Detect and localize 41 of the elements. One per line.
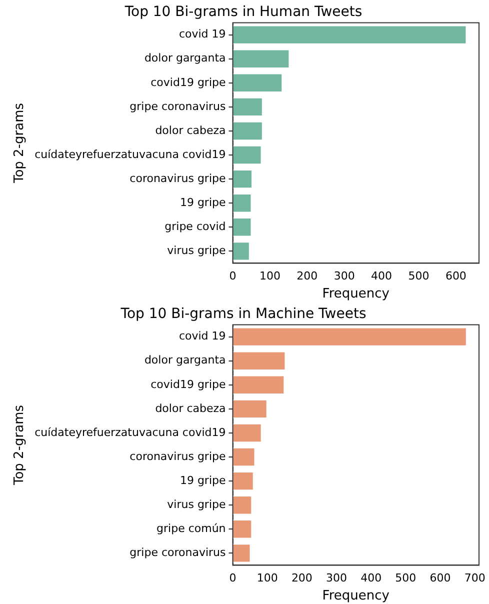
y-tick-label: gripe coronavirus xyxy=(130,546,226,560)
y-tick-label: virus gripe xyxy=(167,498,226,511)
x-tick-label: 0 xyxy=(229,270,236,283)
x-tick-label: 500 xyxy=(408,270,430,283)
x-tick-label: 300 xyxy=(334,270,355,283)
x-tick-label: 500 xyxy=(395,572,416,585)
x-tick-label: 200 xyxy=(291,572,312,585)
y-tick-label: cuídateyrefuerzatuvacuna covid19 xyxy=(34,426,226,439)
y-tick-label: dolor garganta xyxy=(144,354,226,367)
y-tick-label: covid19 gripe xyxy=(150,76,226,89)
y-tick-label: covid 19 xyxy=(178,28,226,41)
x-axis-title: Frequency xyxy=(322,588,390,604)
y-tick-label: gripe coronavirus xyxy=(130,100,226,113)
y-axis-title: Top 2-grams xyxy=(12,102,28,184)
y-tick-label: 19 gripe xyxy=(180,474,226,487)
y-tick-label: coronavirus gripe xyxy=(130,172,226,185)
x-tick-label: 100 xyxy=(259,270,280,283)
x-tick-label: 600 xyxy=(445,270,466,283)
y-tick-label: covid19 gripe xyxy=(150,378,226,391)
chart-title: Top 10 Bi-grams in Machine Tweets xyxy=(120,306,366,322)
y-tick-label: gripe covid xyxy=(164,220,226,233)
x-tick-label: 600 xyxy=(430,572,451,585)
y-tick-label: cuídateyrefuerzatuvacuna covid19 xyxy=(34,148,226,161)
x-tick-label: 0 xyxy=(229,572,236,585)
y-tick-label: dolor cabeza xyxy=(155,124,226,137)
x-tick-label: 100 xyxy=(256,572,278,585)
x-tick-label: 700 xyxy=(464,572,486,585)
x-tick-label: 300 xyxy=(326,572,348,585)
y-tick-label: virus gripe xyxy=(167,244,226,258)
y-tick-label: dolor garganta xyxy=(144,52,226,65)
y-tick-label: coronavirus gripe xyxy=(130,450,226,463)
x-tick-label: 200 xyxy=(296,270,318,283)
y-axis-title: Top 2-grams xyxy=(12,404,28,486)
y-tick-label: covid 19 xyxy=(178,330,226,343)
x-tick-label: 400 xyxy=(371,270,392,283)
x-tick-label: 400 xyxy=(360,572,382,585)
x-axis-title: Frequency xyxy=(322,286,390,302)
y-tick-label: dolor cabeza xyxy=(155,402,226,415)
y-tick-label: 19 gripe xyxy=(180,196,226,209)
chart-title: Top 10 Bi-grams in Human Tweets xyxy=(124,4,362,20)
y-tick-label: gripe común xyxy=(156,522,226,535)
